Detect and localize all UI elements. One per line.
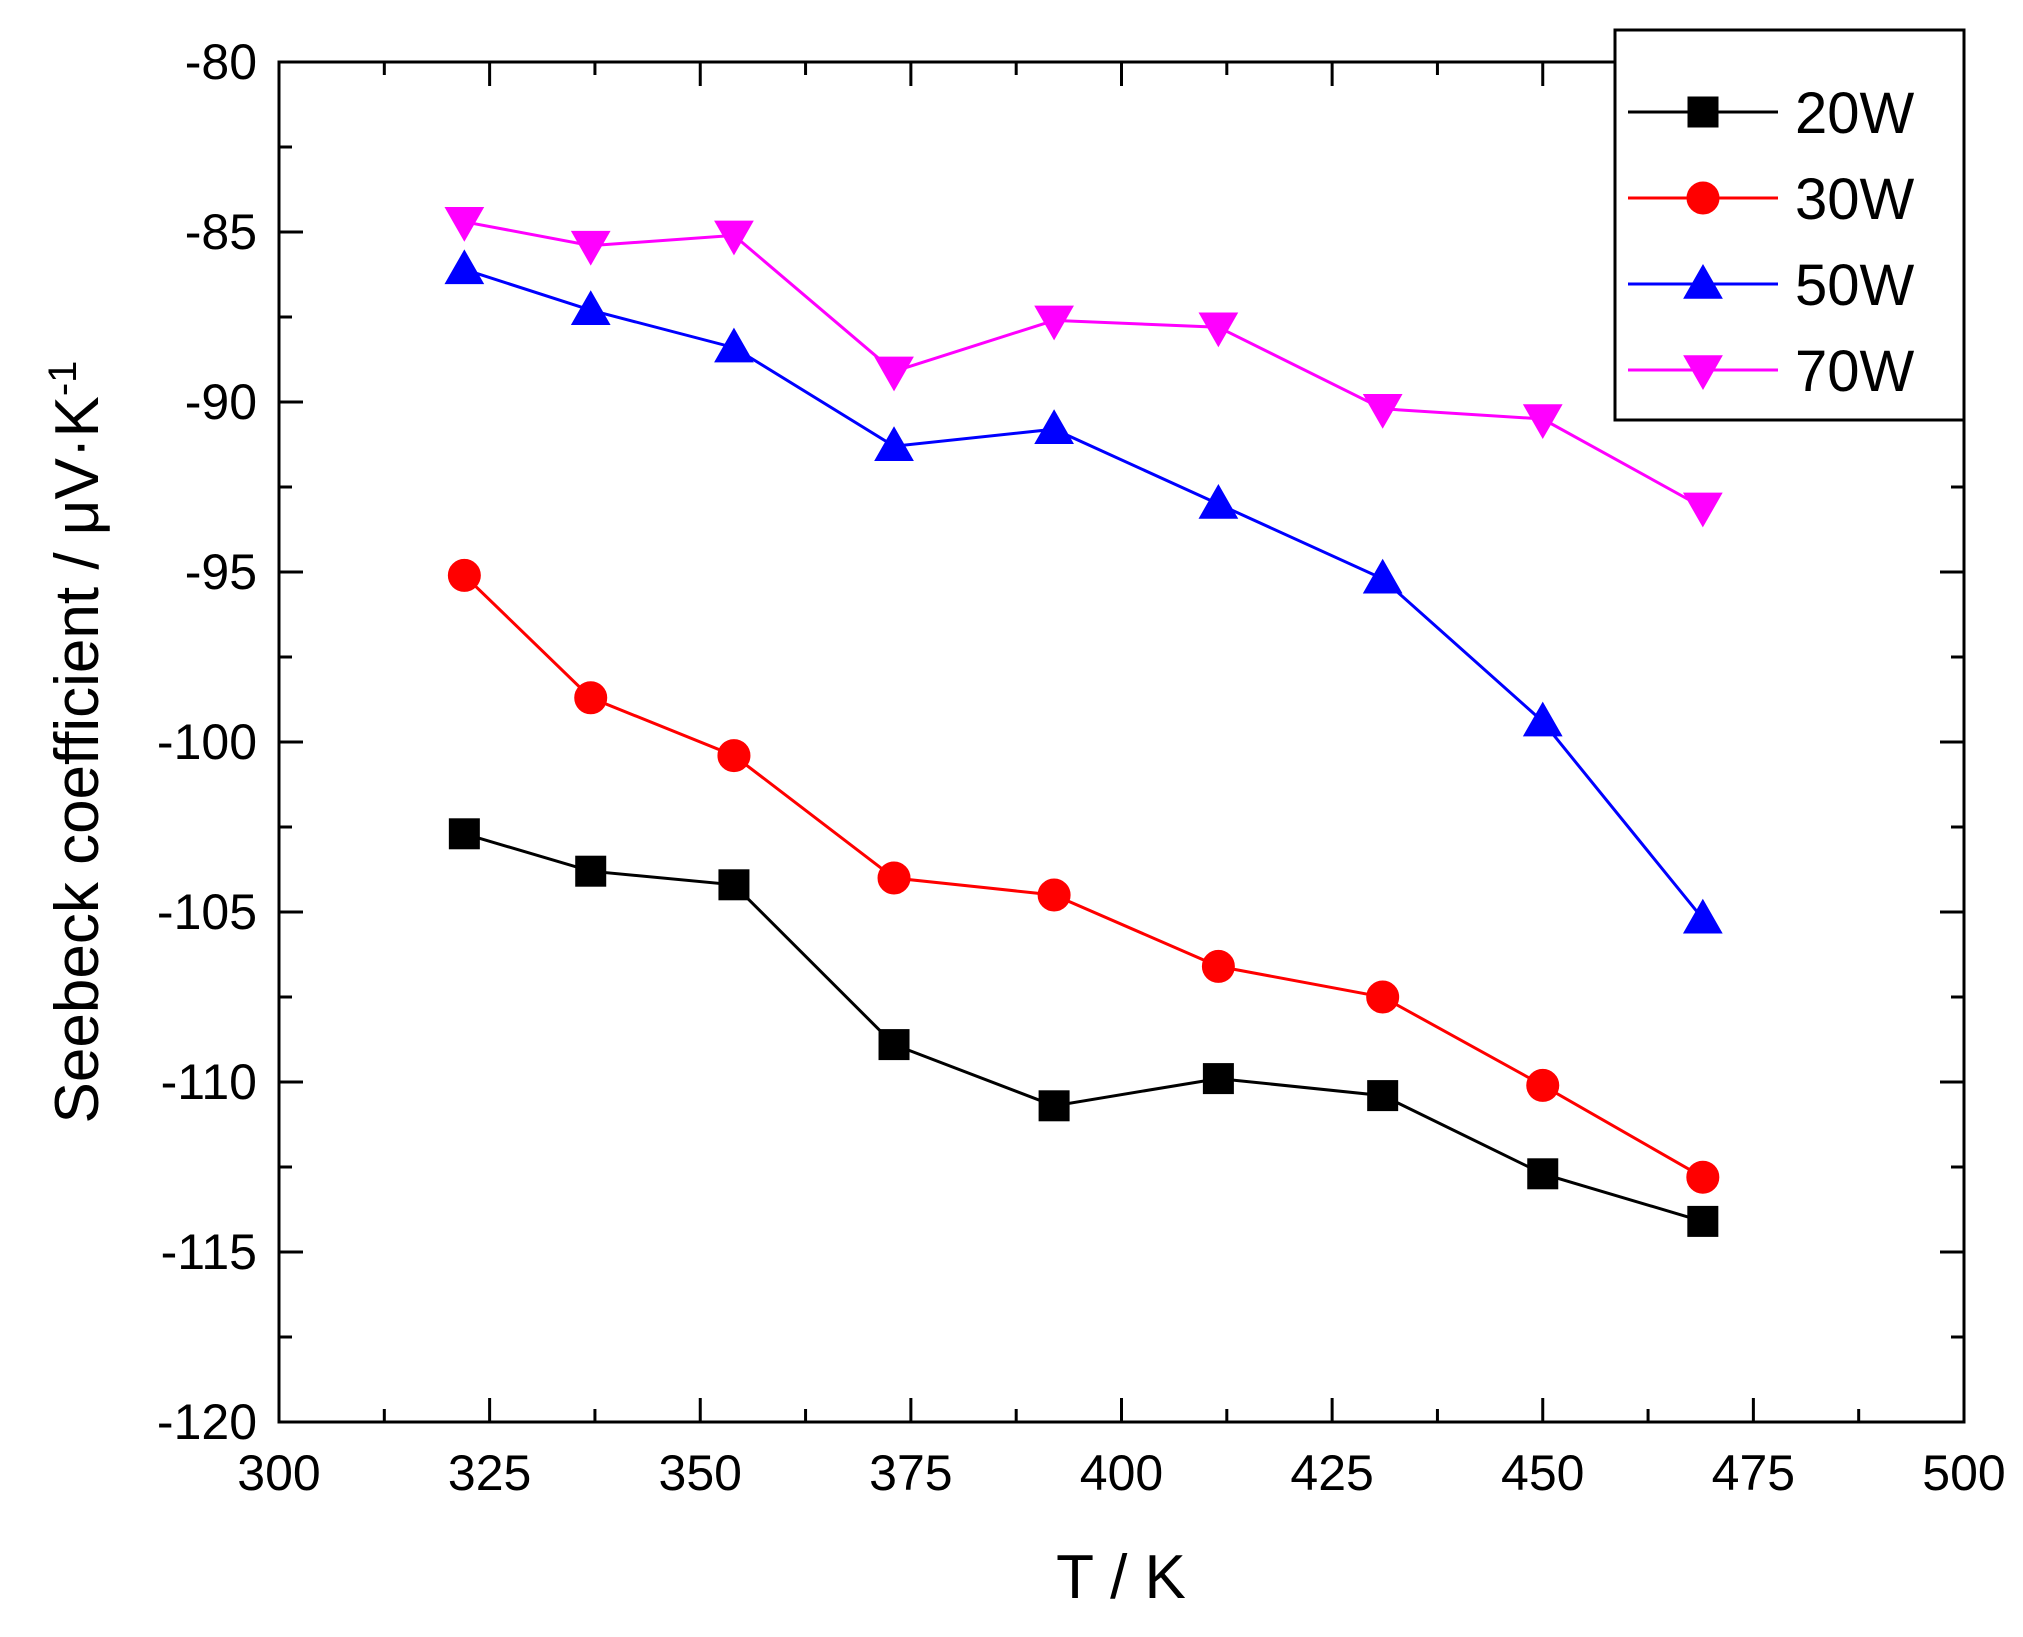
legend-marker-50W: [1683, 263, 1723, 299]
x-tick-label: 300: [237, 1445, 320, 1501]
series-line-70W: [464, 220, 1704, 509]
data-point-50W: [570, 290, 611, 325]
data-point-50W: [714, 327, 754, 363]
x-tick-label: 450: [1501, 1445, 1584, 1501]
data-point-70W: [444, 207, 485, 242]
y-tick-label: -120: [157, 1394, 257, 1450]
series-layer: [444, 207, 1723, 1237]
data-point-20W: [718, 869, 750, 901]
data-point-30W: [877, 861, 911, 895]
x-tick-label: 375: [869, 1445, 952, 1501]
data-point-70W: [570, 230, 611, 266]
data-point-50W: [1362, 558, 1403, 594]
legend-marker-20W: [1687, 96, 1719, 128]
series-line-50W: [463, 267, 1704, 920]
data-point-20W: [1202, 1063, 1234, 1095]
x-tick-label: 325: [448, 1445, 531, 1501]
x-tick-label: 425: [1290, 1445, 1373, 1501]
y-axis-title: Seebeck coefficient / μV·K-1: [41, 361, 112, 1124]
y-tick-label: -115: [161, 1224, 257, 1280]
series-20W: [448, 818, 1719, 1237]
data-point-50W: [1682, 898, 1723, 934]
y-axis-title-main: Seebeck coefficient / μV·K: [43, 396, 112, 1123]
data-point-70W: [714, 220, 754, 256]
data-point-50W: [874, 426, 914, 461]
data-point-30W: [1037, 878, 1071, 912]
y-axis-title-superscript: -1: [41, 361, 85, 397]
series-70W: [444, 207, 1723, 528]
data-point-30W: [1201, 949, 1235, 983]
data-point-30W: [717, 739, 751, 773]
y-tick-label: -100: [157, 714, 257, 770]
data-point-20W: [1687, 1205, 1719, 1237]
x-tick-label: 400: [1080, 1445, 1163, 1501]
data-point-20W: [448, 818, 480, 850]
data-point-20W: [878, 1029, 910, 1061]
data-point-70W: [1522, 404, 1563, 440]
legend-marker-70W: [1683, 355, 1723, 391]
data-point-50W: [1034, 409, 1074, 444]
data-point-50W: [444, 249, 485, 285]
x-tick-label: 350: [659, 1445, 742, 1501]
legend: 20W 30W 50W 70W: [1613, 28, 1966, 422]
data-point-20W: [575, 855, 607, 887]
data-point-30W: [1686, 1160, 1720, 1194]
y-tick-label: -110: [161, 1054, 257, 1110]
legend-label-20W: 20W: [1795, 81, 1915, 146]
series-50W: [444, 249, 1723, 934]
data-point-30W: [1366, 980, 1400, 1014]
legend-label-30W: 30W: [1795, 167, 1915, 232]
data-point-70W: [1362, 394, 1403, 429]
y-tick-label: -80: [185, 34, 257, 90]
x-tick-label: 500: [1922, 1445, 2005, 1501]
x-axis-ticks: 300 325 350 375 400 425 450 475 500: [237, 62, 2006, 1501]
x-axis-title: T / K: [1056, 1543, 1186, 1612]
data-point-20W: [1367, 1080, 1399, 1112]
data-point-30W: [1526, 1068, 1560, 1102]
legend-box: [1613, 28, 1966, 422]
data-point-70W: [1034, 305, 1074, 341]
y-tick-label: -105: [157, 884, 257, 940]
data-point-70W: [874, 356, 914, 392]
data-point-30W: [447, 558, 481, 592]
y-tick-label: -95: [185, 544, 257, 600]
y-tick-label: -85: [185, 204, 257, 260]
y-axis-ticks: -80 -85 -90 -95 -100 -105 -110 -115 -120: [157, 34, 1964, 1450]
legend-marker-30W: [1686, 181, 1720, 215]
x-tick-label: 475: [1712, 1445, 1795, 1501]
series-30W: [447, 558, 1720, 1194]
series-line-20W: [463, 832, 1704, 1223]
data-point-70W: [1682, 492, 1723, 528]
data-point-20W: [1038, 1090, 1070, 1122]
legend-label-70W: 70W: [1795, 339, 1915, 404]
legend-label-50W: 50W: [1795, 253, 1915, 318]
data-point-70W: [1198, 312, 1239, 348]
y-tick-label: -90: [185, 374, 257, 430]
data-point-50W: [1522, 701, 1563, 737]
data-point-50W: [1198, 483, 1239, 519]
data-point-30W: [574, 681, 608, 715]
data-point-20W: [1527, 1158, 1559, 1190]
